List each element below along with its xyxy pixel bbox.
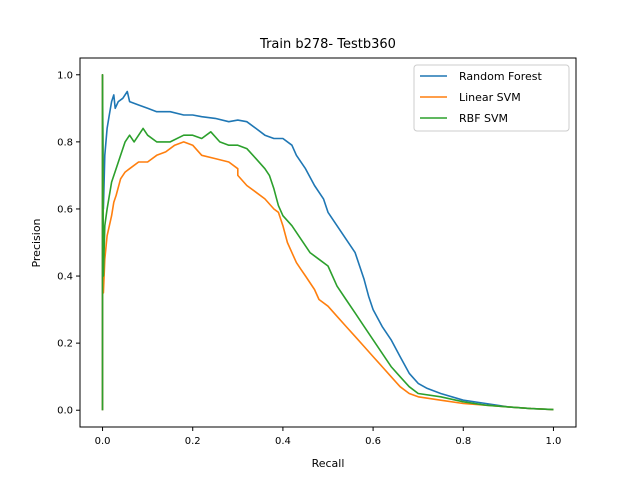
y-tick-label: 0.8 <box>57 137 73 148</box>
legend-box <box>413 64 570 132</box>
legend-entry-label: Linear SVM <box>459 91 521 104</box>
x-tick-label: 0.2 <box>185 436 201 447</box>
x-tick-label: 0.8 <box>455 436 471 447</box>
legend-entry-label: RBF SVM <box>459 112 508 125</box>
series-layer <box>101 74 554 411</box>
series-line-linear-svm <box>101 74 554 411</box>
chart-title: Train b278- Testb360 <box>259 37 396 52</box>
series-line-random-forest <box>101 74 554 411</box>
x-tick-label: 1.0 <box>546 436 562 447</box>
x-axis: 0.0 0.2 0.4 0.6 0.8 1.0 <box>95 427 562 447</box>
axes-frame <box>79 57 577 428</box>
legend: Random Forest Linear SVM RBF SVM <box>413 64 570 132</box>
y-tick-label: 1.0 <box>57 70 73 81</box>
y-tick-label: 0.0 <box>57 406 73 417</box>
x-tick-label: 0.6 <box>365 436 381 447</box>
x-tick-label: 0.4 <box>275 436 291 447</box>
series-line-rbf-svm <box>101 74 554 411</box>
y-tick-label: 0.4 <box>57 272 73 283</box>
x-tick-label: 0.0 <box>95 436 111 447</box>
x-axis-label: Recall <box>312 457 345 470</box>
y-axis-label: Precision <box>30 218 43 267</box>
y-tick-label: 0.2 <box>57 339 73 350</box>
plot-area <box>79 57 577 428</box>
y-axis: 0.0 0.2 0.4 0.6 0.8 1.0 <box>57 70 80 417</box>
y-tick-label: 0.6 <box>57 204 73 215</box>
legend-entry-label: Random Forest <box>459 70 542 83</box>
